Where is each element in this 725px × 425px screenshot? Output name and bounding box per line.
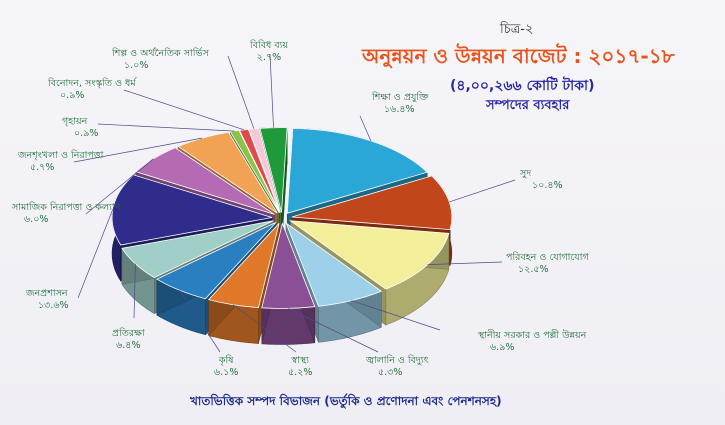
- leader-line: [427, 261, 503, 265]
- slice-label-value: ৬.৯%: [490, 342, 515, 353]
- budget-amount: (৪,০০,২৬৬ কোটি টাকা): [450, 78, 595, 94]
- leader-line: [97, 123, 235, 132]
- slice-label-value: ৬.১%: [214, 367, 239, 378]
- leader-line: [77, 209, 114, 299]
- figure-label: চিত্র-২: [500, 22, 534, 37]
- slice-label-value: ০.৯%: [60, 90, 85, 101]
- slice-label-value: ০.৯%: [74, 128, 99, 139]
- slice-label: জনপ্রশাসন ১৩.৬%: [26, 288, 69, 312]
- slice-label: প্রতিরক্ষা ৬.৪%: [112, 328, 145, 352]
- pie-slice: [238, 128, 281, 213]
- slice-label-name: সামাজিক নিরাপত্তা ও কল্যাণ: [12, 202, 121, 213]
- slice-label-value: ৬.৪%: [116, 340, 141, 351]
- slice-label-name: গৃহায়ন: [62, 116, 88, 127]
- slice-label-name: কৃষি: [218, 355, 234, 366]
- slice-label: কৃষি ৬.১%: [214, 355, 238, 379]
- pie-slice: [285, 221, 383, 307]
- leader-line: [85, 158, 154, 215]
- slice-label-name: জনশৃংখলা ও নিরাপত্তা: [18, 150, 104, 161]
- pie-slice: [259, 127, 288, 213]
- slice-label-value: ১০.৪%: [532, 180, 563, 191]
- slice-label-name: জনপ্রশাসন: [26, 288, 68, 299]
- leader-line: [288, 308, 379, 353]
- pie-tops: [111, 127, 453, 309]
- slice-label: জনশৃংখলা ও নিরাপত্তা ৫.৭%: [18, 150, 103, 174]
- pie-slice: [207, 222, 280, 309]
- slice-label-name: শিল্প ও অর্থনৈতিক সার্ভিস: [112, 48, 209, 59]
- leader-line: [133, 263, 136, 319]
- leader-line: [449, 179, 516, 203]
- chart-subtitle: সম্পদের ব্যবহার: [486, 98, 570, 113]
- slice-label: শিক্ষা ও প্রযুক্তি ১৬.৪%: [372, 92, 428, 116]
- slice-label-name: বিবিধ ব্যয়: [250, 40, 288, 51]
- leader-line: [269, 53, 274, 128]
- slice-label: বিবিধ ব্যয় ২.৭%: [250, 40, 288, 64]
- slice-label: সুদ ১০.৪%: [520, 168, 563, 192]
- pie-slice: [229, 129, 280, 213]
- pie-slice: [111, 174, 273, 246]
- slice-label: স্থানীয় সরকার ও পল্লী উন্নয়ন ৬.৯%: [478, 330, 586, 354]
- slice-label: জ্বালানি ও বিদ্যুৎ ৫.৩%: [366, 355, 429, 379]
- slice-label: সামাজিক নিরাপত্তা ও কল্যাণ ৬.০%: [12, 202, 120, 226]
- pie-slice: [248, 127, 281, 213]
- slice-label-value: ১৩.৬%: [38, 300, 69, 311]
- slice-label-name: বিনোদন, সংস্কৃতি ও ধর্ম: [48, 78, 136, 89]
- slice-label: বিনোদন, সংস্কৃতি ও ধর্ম ০.৯%: [48, 78, 136, 102]
- slice-label-value: ১২.৫%: [518, 264, 549, 275]
- chart-title: অনুন্নয়ন ও উন্নয়ন বাজেট : ২০১৭-১৮: [362, 44, 675, 68]
- leader-line: [351, 300, 441, 331]
- pie-leaders: [73, 53, 516, 353]
- slice-label-name: স্থানীয় সরকার ও পল্লী উন্নয়ন: [478, 330, 587, 341]
- chart-footer: খাতভিত্তিক সম্পদ বিভাজন (ভর্তুকি ও প্রণো…: [190, 394, 502, 408]
- slice-label-name: সুদ: [520, 168, 532, 179]
- leader-line: [232, 304, 297, 353]
- slice-label: গৃহায়ন ০.৯%: [62, 116, 98, 140]
- slice-label-name: পরিবহন ও যোগাযোগ: [506, 252, 589, 263]
- slice-label-value: ৫.৭%: [30, 162, 55, 173]
- slice-label-value: ৬.০%: [24, 214, 49, 225]
- slice-label-value: ৫.৩%: [378, 367, 403, 378]
- slice-label-name: স্বাস্থ্য: [291, 355, 309, 366]
- pie-slice: [177, 131, 278, 214]
- leader-line: [179, 290, 221, 353]
- slice-label-name: প্রতিরক্ষা: [112, 328, 145, 339]
- slice-label: পরিবহন ও যোগাযোগ ১২.৫%: [506, 252, 589, 276]
- slice-label-name: শিক্ষা ও প্রযুক্তি: [372, 92, 429, 103]
- leader-line: [227, 55, 255, 129]
- slice-label-name: জ্বালানি ও বিদ্যুৎ: [366, 355, 429, 366]
- slice-label-value: ১৬.৪%: [384, 104, 415, 115]
- pie-slice: [121, 220, 274, 279]
- pie-slice: [291, 175, 453, 231]
- slice-label: স্বাস্থ্য ৫.২%: [288, 355, 312, 379]
- pie-slice: [156, 222, 277, 300]
- leader-line: [123, 89, 245, 131]
- slice-label: শিল্প ও অর্থনৈতিক সার্ভিস ১.০%: [112, 48, 209, 72]
- leader-line: [73, 137, 203, 163]
- slice-label-value: ৫.২%: [288, 367, 313, 378]
- leader-line: [359, 115, 372, 142]
- slice-label-value: ২.৭%: [256, 52, 282, 63]
- slice-label-value: ১.০%: [124, 60, 149, 71]
